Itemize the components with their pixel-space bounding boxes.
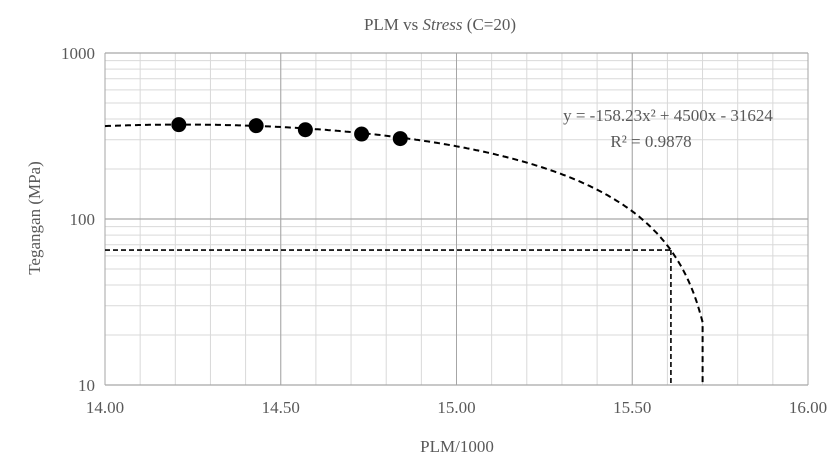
y-tick-label: 1000 xyxy=(61,44,95,63)
series-layer xyxy=(104,117,704,385)
tick-labels: 14.00 14.50 15.00 15.50 16.00 10 100 1000 xyxy=(61,44,827,417)
trendline xyxy=(104,123,704,385)
x-tick-label: 14.00 xyxy=(86,398,124,417)
data-point xyxy=(297,122,313,138)
data-point xyxy=(392,131,408,147)
x-tick-label: 14.50 xyxy=(262,398,300,417)
trendline-r-squared: R² = 0.9878 xyxy=(610,132,691,151)
chart-title-part: (C=20) xyxy=(463,15,517,34)
x-tick-label: 16.00 xyxy=(789,398,827,417)
data-point xyxy=(248,118,264,134)
y-tick-label: 10 xyxy=(78,376,95,395)
data-point xyxy=(171,117,187,133)
y-axis-title: Tegangan (MPa) xyxy=(25,161,44,275)
grid xyxy=(104,52,809,386)
chart-title: PLM vs Stress (C=20) xyxy=(364,15,516,34)
data-point xyxy=(354,126,370,142)
chart-title-part: Stress xyxy=(423,15,463,34)
trendline-equation: y = -158.23x² + 4500x - 31624 xyxy=(563,106,773,125)
chart-title-part: PLM vs xyxy=(364,15,423,34)
x-axis-title: PLM/1000 xyxy=(420,437,494,456)
y-tick-label: 100 xyxy=(70,210,96,229)
x-tick-label: 15.00 xyxy=(437,398,475,417)
x-tick-label: 15.50 xyxy=(613,398,651,417)
